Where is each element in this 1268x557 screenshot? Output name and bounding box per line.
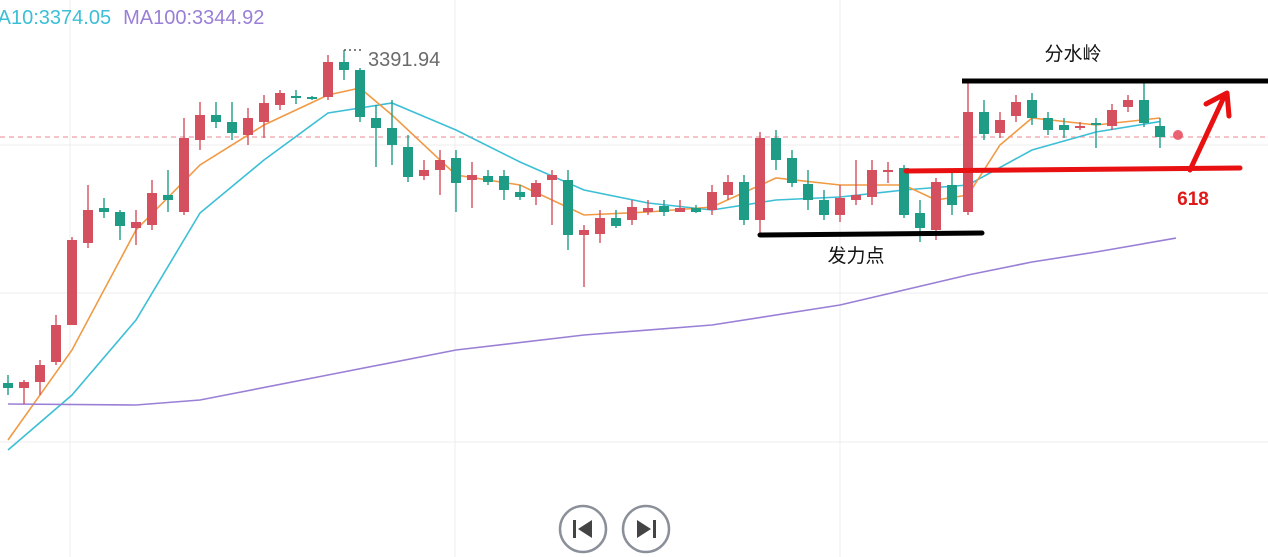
candle-body: [3, 383, 13, 388]
arrow-shaft: [1187, 94, 1227, 173]
ma-line: [7, 237, 1177, 406]
legend: MA10:3374.05 MA100:3344.92: [0, 7, 264, 29]
candle-body: [1091, 123, 1101, 125]
candle-body: [147, 193, 157, 225]
candle-body: [611, 218, 621, 226]
candle-body: [355, 70, 365, 117]
candle-body: [531, 183, 541, 197]
candle-body: [675, 208, 685, 212]
candle-body: [931, 182, 941, 230]
candle-body: [947, 185, 957, 205]
previous-button[interactable]: [558, 504, 608, 554]
legend-entry: MA100:3344.92: [123, 7, 264, 29]
candle-body: [1011, 102, 1021, 116]
annotation-label: 分水岭: [1044, 43, 1101, 65]
candle-body: [163, 195, 173, 200]
icon[interactable]: [637, 520, 651, 538]
candle-body: [371, 118, 381, 128]
candle-body: [1155, 126, 1165, 137]
candle-body: [291, 96, 301, 98]
candle-body: [1075, 126, 1085, 128]
candle-body: [51, 325, 61, 362]
annotations: 分水岭 发力点 618: [757, 43, 1268, 267]
max-label: 3391.94: [368, 49, 440, 71]
annotation-label: 618: [1177, 189, 1209, 210]
candle-body: [963, 112, 973, 212]
candle-body: [1139, 100, 1149, 123]
support-line: [757, 230, 985, 238]
candle-body: [419, 170, 429, 176]
candle-body: [835, 198, 845, 215]
playback-controls: [558, 504, 671, 554]
candle-body: [787, 158, 797, 183]
icon[interactable]: [653, 520, 656, 538]
candle-body: [35, 365, 45, 382]
icon[interactable]: [573, 520, 576, 538]
annotation-label: 发力点: [827, 245, 884, 267]
candle-body: [771, 138, 781, 160]
candle-body: [67, 240, 77, 325]
candle-body: [883, 170, 893, 172]
candle-body: [99, 208, 109, 212]
candle-body: [899, 168, 909, 215]
candle-body: [515, 192, 525, 197]
candle-body: [627, 207, 637, 220]
candle-body: [275, 93, 285, 105]
candle-body: [387, 128, 397, 145]
candle-body: [643, 208, 653, 212]
candle-body: [739, 182, 749, 220]
candle-body: [819, 200, 829, 215]
candle-body: [755, 138, 765, 220]
candle-body: [323, 62, 333, 97]
candle-body: [723, 182, 733, 195]
candle-body: [451, 158, 461, 183]
candle-body: [979, 112, 989, 134]
candle-body: [259, 103, 269, 122]
candle-body: [211, 115, 221, 122]
candle-body: [691, 208, 701, 212]
latest-dot: [1173, 130, 1183, 140]
candle-body: [403, 147, 413, 177]
plot: 3391.94: [0, 49, 1268, 451]
candle-body: [83, 210, 93, 243]
candle-body: [19, 382, 29, 388]
level-line: [903, 165, 1243, 174]
candle-body: [1027, 100, 1037, 118]
candle-body: [707, 192, 717, 210]
candle-body: [595, 218, 605, 234]
legend-entry: MA10:3374.05: [0, 7, 111, 29]
candle-body: [195, 115, 205, 140]
candle-body: [995, 120, 1005, 133]
candle-body: [307, 97, 317, 99]
candle-body: [131, 222, 141, 228]
candle-body: [339, 62, 349, 70]
candle-body: [1043, 118, 1053, 130]
candle-body: [659, 206, 669, 212]
candle-body: [227, 122, 237, 133]
candle-body: [547, 175, 557, 180]
candle-body: [499, 176, 509, 190]
candle-body: [915, 213, 925, 228]
candle-body: [243, 118, 253, 135]
candle-body: [483, 176, 493, 182]
candle-body: [803, 184, 813, 200]
candle-body: [1107, 110, 1117, 126]
candle-body: [563, 180, 573, 235]
candle-body: [1123, 100, 1133, 107]
candle-body: [1059, 125, 1069, 130]
candle-body: [867, 170, 877, 197]
candle-body: [579, 230, 589, 235]
next-button[interactable]: [621, 504, 671, 554]
candle-body: [851, 195, 861, 200]
candle-body: [435, 160, 445, 170]
candle-body: [467, 175, 477, 180]
arrow-head: [1203, 90, 1232, 119]
icon[interactable]: [578, 520, 592, 538]
candle-body: [179, 138, 189, 212]
candle-body: [115, 212, 125, 226]
